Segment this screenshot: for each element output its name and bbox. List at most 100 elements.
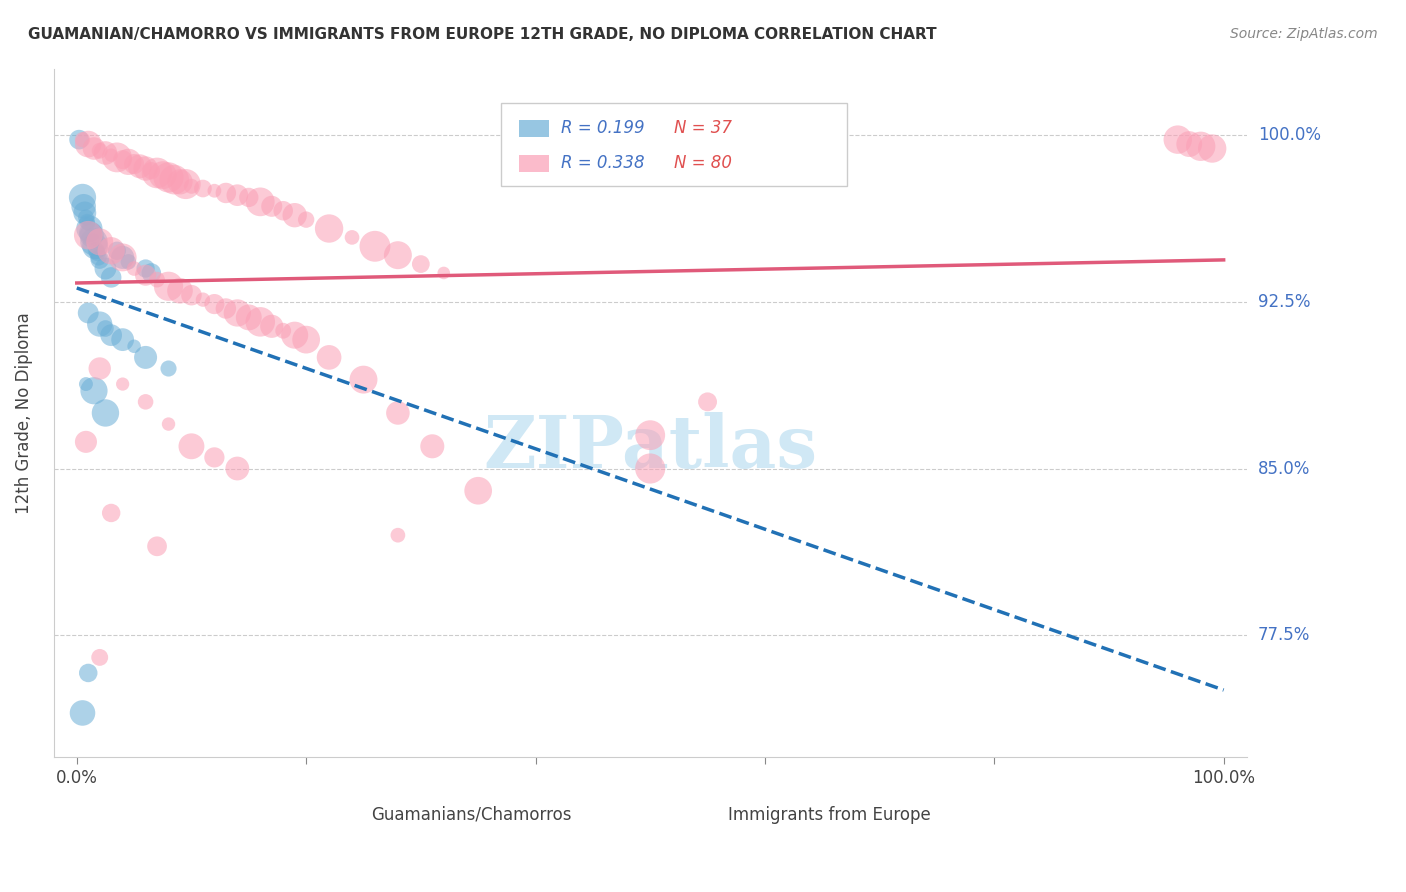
Point — [89, 361, 111, 376]
Point — [146, 539, 169, 553]
Point — [226, 188, 249, 202]
Point — [73, 206, 96, 220]
Point — [249, 315, 271, 329]
Point — [75, 434, 97, 449]
Point — [353, 373, 375, 387]
Text: ZIPatlas: ZIPatlas — [484, 412, 817, 483]
Point — [157, 170, 180, 185]
Point — [284, 208, 307, 222]
Point — [111, 333, 134, 347]
Text: R = 0.338: R = 0.338 — [561, 154, 644, 172]
Point — [83, 235, 105, 249]
Point — [238, 310, 260, 325]
Point — [89, 144, 111, 158]
Point — [295, 333, 318, 347]
Point — [226, 306, 249, 320]
Point — [180, 179, 202, 194]
Point — [67, 133, 90, 147]
Point — [638, 461, 661, 475]
Point — [135, 268, 157, 283]
Point — [364, 239, 387, 253]
Point — [1201, 142, 1223, 156]
Point — [318, 221, 340, 235]
Point — [80, 228, 103, 243]
Point — [100, 148, 122, 162]
Point — [89, 235, 111, 249]
Point — [79, 226, 101, 240]
Point — [86, 246, 108, 260]
Text: R = 0.199: R = 0.199 — [561, 120, 644, 137]
Point — [135, 351, 157, 365]
Point — [249, 194, 271, 209]
Point — [169, 175, 191, 189]
Point — [284, 328, 307, 343]
Point — [72, 133, 94, 147]
Point — [202, 297, 225, 311]
Text: Source: ZipAtlas.com: Source: ZipAtlas.com — [1230, 27, 1378, 41]
Point — [202, 184, 225, 198]
Point — [146, 272, 169, 286]
Point — [83, 384, 105, 398]
Point — [77, 137, 100, 152]
Point — [72, 190, 94, 204]
Point — [100, 328, 122, 343]
Point — [180, 288, 202, 302]
Point — [180, 439, 202, 453]
Point — [128, 159, 150, 173]
Point — [122, 261, 145, 276]
Point — [420, 439, 443, 453]
Point — [146, 166, 169, 180]
Point — [77, 665, 100, 680]
Text: 77.5%: 77.5% — [1258, 626, 1310, 644]
Point — [111, 251, 134, 265]
Point — [260, 319, 283, 334]
FancyBboxPatch shape — [519, 154, 548, 172]
Point — [260, 199, 283, 213]
Point — [191, 293, 214, 307]
FancyBboxPatch shape — [501, 103, 846, 186]
Point — [89, 252, 111, 267]
Point — [89, 317, 111, 331]
Point — [77, 228, 100, 243]
Point — [271, 203, 294, 218]
Point — [318, 351, 340, 365]
Point — [117, 255, 139, 269]
Point — [83, 142, 105, 156]
Point — [72, 706, 94, 720]
Point — [271, 324, 294, 338]
Point — [409, 257, 432, 271]
Point — [157, 361, 180, 376]
Point — [1189, 139, 1212, 153]
Point — [117, 154, 139, 169]
Text: 92.5%: 92.5% — [1258, 293, 1310, 310]
Point — [76, 215, 98, 229]
Point — [387, 406, 409, 420]
Point — [94, 406, 117, 420]
Point — [638, 428, 661, 442]
Point — [202, 450, 225, 465]
Y-axis label: 12th Grade, No Diploma: 12th Grade, No Diploma — [15, 312, 32, 514]
Point — [105, 150, 128, 164]
Point — [122, 157, 145, 171]
Point — [340, 230, 363, 244]
Point — [696, 395, 718, 409]
Point — [72, 199, 94, 213]
Point — [111, 377, 134, 392]
Point — [191, 181, 214, 195]
Point — [111, 153, 134, 167]
FancyBboxPatch shape — [686, 796, 716, 813]
Point — [387, 528, 409, 542]
Text: Guamanians/Chamorros: Guamanians/Chamorros — [371, 805, 572, 823]
Text: N = 80: N = 80 — [673, 154, 733, 172]
Point — [135, 261, 157, 276]
Point — [152, 168, 174, 182]
Point — [1167, 133, 1189, 147]
Point — [100, 506, 122, 520]
Point — [94, 261, 117, 276]
Point — [141, 266, 163, 280]
Text: Immigrants from Europe: Immigrants from Europe — [728, 805, 931, 823]
Point — [111, 251, 134, 265]
Point — [84, 244, 107, 258]
Point — [94, 321, 117, 335]
Point — [169, 284, 191, 298]
